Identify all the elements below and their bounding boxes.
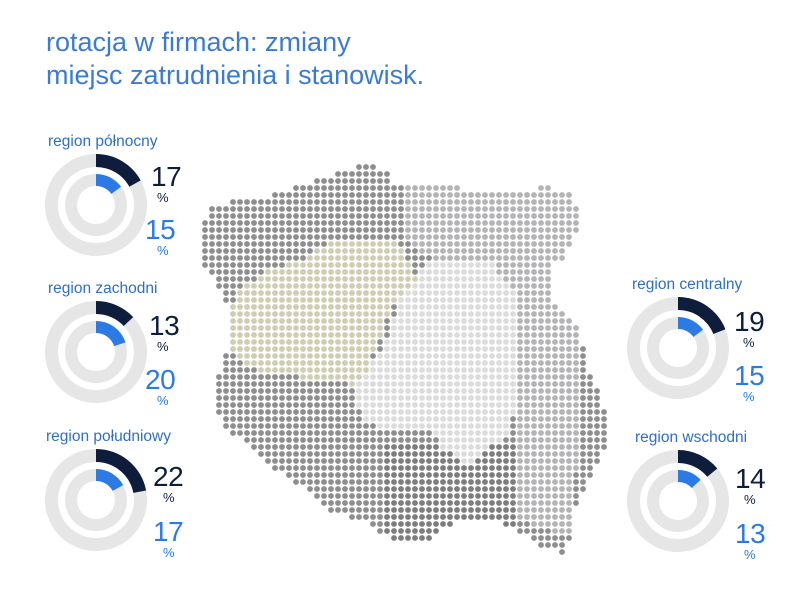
inner-percent: % bbox=[157, 393, 169, 408]
region-wschodni: region wschodni 14 % 13 % bbox=[626, 429, 801, 579]
outer-percent: % bbox=[163, 490, 175, 505]
inner-percent: % bbox=[163, 545, 175, 560]
region-centralny: region centralny 19 % 15 % bbox=[626, 276, 801, 426]
outer-value: 17 bbox=[151, 161, 182, 192]
region-label: region wschodni bbox=[635, 429, 748, 446]
outer-ring-value-arc bbox=[96, 449, 147, 493]
inner-percent: % bbox=[744, 547, 756, 562]
title-line-1: rotacja w firmach: zmiany bbox=[46, 27, 351, 57]
inner-ring-value-arc bbox=[678, 317, 704, 337]
region-label: region centralny bbox=[632, 276, 743, 293]
outer-ring-value-arc bbox=[96, 154, 141, 187]
inner-value: 20 bbox=[145, 364, 176, 395]
donut-chart bbox=[626, 297, 729, 399]
inner-value: 17 bbox=[153, 516, 184, 547]
region-label: region południowy bbox=[46, 428, 171, 445]
region-label: region zachodni bbox=[48, 280, 158, 297]
inner-percent: % bbox=[157, 243, 169, 258]
inner-value: 15 bbox=[734, 360, 765, 391]
outer-value: 14 bbox=[735, 463, 766, 494]
inner-percent: % bbox=[743, 389, 755, 404]
inner-ring-value-arc bbox=[96, 321, 126, 347]
page-title: rotacja w firmach: zmiany miejsc zatrudn… bbox=[46, 26, 424, 92]
outer-value: 22 bbox=[153, 461, 184, 492]
region-polnocny: region północny 17 % 15 % bbox=[44, 133, 224, 283]
outer-value: 13 bbox=[149, 310, 180, 341]
outer-value: 19 bbox=[734, 306, 765, 337]
region-zachodni: region zachodni 13 % 20 % bbox=[44, 280, 224, 430]
outer-percent: % bbox=[157, 190, 169, 205]
donut-chart bbox=[44, 154, 147, 256]
region-label: region północny bbox=[48, 133, 158, 150]
title-line-2: miejsc zatrudnienia i stanowisk. bbox=[46, 60, 425, 90]
inner-ring-value-arc bbox=[96, 469, 124, 491]
donut-chart bbox=[44, 301, 147, 403]
inner-value: 15 bbox=[145, 214, 176, 245]
inner-value: 13 bbox=[735, 518, 766, 549]
outer-ring-value-arc bbox=[96, 301, 134, 326]
outer-percent: % bbox=[157, 339, 169, 354]
outer-percent: % bbox=[743, 335, 755, 350]
inner-ring-value-arc bbox=[678, 470, 701, 488]
outer-ring-value-arc bbox=[678, 450, 718, 477]
region-poludniowy: region południowy 22 % 17 % bbox=[42, 428, 222, 578]
inner-ring-value-arc bbox=[96, 174, 122, 194]
outer-ring-value-arc bbox=[678, 297, 726, 335]
donut-chart bbox=[626, 450, 729, 552]
donut-chart bbox=[44, 449, 147, 551]
outer-percent: % bbox=[744, 492, 756, 507]
